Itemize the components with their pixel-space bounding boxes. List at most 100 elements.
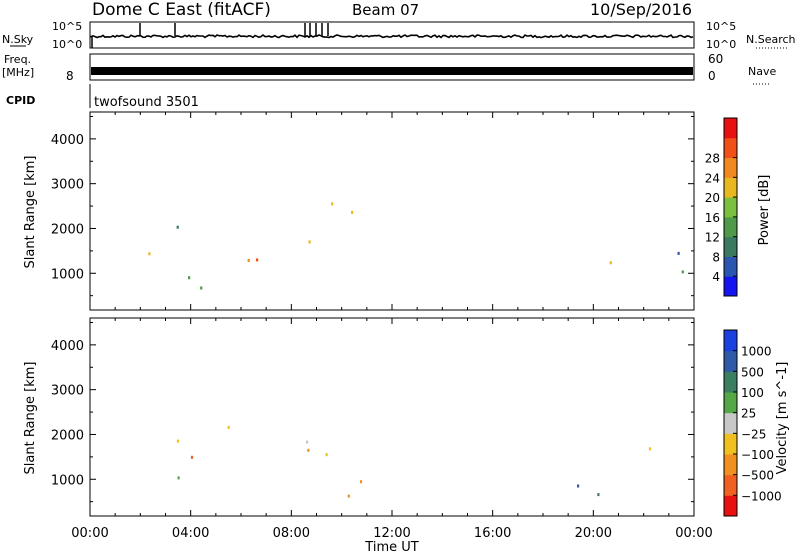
velocity-colorbar-tick-label: −1000: [741, 489, 782, 503]
freq-trace: [91, 67, 693, 75]
beam-label: Beam 07: [352, 1, 419, 19]
y-tick-label: 2000: [51, 222, 84, 237]
freq-left-tick: 8: [66, 69, 74, 83]
time-tick-label: 20:00: [575, 526, 612, 541]
velocity-echo-cell: [177, 476, 180, 480]
colorbar-swatch: [724, 177, 737, 198]
power-echo-cell: [308, 240, 311, 244]
power-colorbar-label: Power [dB]: [757, 175, 772, 246]
nsky-label: N.Sky: [2, 33, 34, 46]
power-echo-cell: [331, 202, 334, 206]
nsky-left-tick-top: 10^5: [52, 20, 82, 33]
time-tick-label: 08:00: [273, 526, 310, 541]
power-panel: 1000 2000 3000 4000 Slant Range [km] 4 8 12 16…: [23, 111, 772, 311]
velocity-echo-cell: [359, 480, 363, 484]
velocity-x-ticks: [89, 318, 695, 516]
cpid-label: CPID: [6, 94, 35, 107]
y-tick-label: 4000: [51, 339, 84, 354]
power-colorbar-tick-label: 16: [705, 211, 720, 225]
velocity-echo-cell: [347, 494, 350, 498]
y-tick-label: 3000: [51, 384, 84, 399]
power-colorbar-tick-label: 24: [705, 171, 720, 185]
velocity-echo-cell: [577, 484, 580, 488]
power-y-axis-label: Slant Range [km]: [23, 156, 38, 269]
colorbar-swatch: [724, 118, 737, 139]
power-colorbar-tick-label: 28: [705, 152, 720, 166]
colorbar-swatch: [724, 276, 737, 297]
velocity-echo-cell: [306, 440, 309, 444]
power-echo-cell: [256, 258, 259, 262]
velocity-plot-frame: [89, 317, 695, 517]
colorbar-frame: [723, 117, 738, 297]
time-tick-label: 00:00: [675, 526, 712, 541]
time-tick-label: 12:00: [373, 526, 410, 541]
velocity-echo-cell: [176, 439, 180, 443]
colorbar-swatch: [724, 197, 737, 218]
freq-right-tick-bottom: 0: [708, 69, 716, 83]
velocity-echo-cell: [190, 455, 194, 459]
colorbar-swatch: [724, 330, 737, 352]
freq-label-line1: Freq.: [4, 53, 31, 66]
nsky-right-tick-bottom: 10^0: [706, 38, 736, 51]
power-x-ticks: [89, 112, 695, 310]
power-echo-cell: [681, 270, 684, 274]
power-y-ticks: 1000 2000 3000 4000: [51, 115, 694, 297]
colorbar-swatch: [724, 474, 737, 496]
power-echo-cell: [351, 210, 354, 214]
cpid-panel: CPID twofsound 3501: [6, 84, 199, 110]
colorbar-swatch: [724, 137, 737, 159]
nsky-trace: [90, 23, 694, 48]
colorbar-swatch: [724, 454, 737, 476]
velocity-colorbar-tick-label: 1000: [741, 345, 772, 359]
colorbar-swatch: [724, 236, 737, 257]
colorbar-swatch: [724, 216, 737, 238]
power-colorbar-tick-label: 12: [705, 231, 720, 245]
colorbar-swatch: [724, 412, 737, 434]
freq-panel: Freq. [MHz] 8 60 0 Nave: [2, 52, 776, 85]
time-tick-label: 00:00: [71, 526, 108, 541]
power-colorbar: 4 8 12 16 20 24 28: [705, 117, 738, 297]
power-echo-cell: [609, 261, 612, 265]
y-tick-label: 1000: [51, 267, 84, 282]
power-echo-cell: [200, 286, 203, 290]
velocity-panel: 1000 2000 3000 4000 Slant Range [km] 1000 50…: [23, 317, 790, 517]
freq-right-tick-top: 60: [708, 52, 723, 66]
power-plot-frame: [89, 111, 695, 311]
velocity-echo-cell: [307, 448, 310, 452]
colorbar-swatch: [724, 256, 737, 277]
figure-title: Dome C East (fitACF): [92, 0, 271, 20]
nsky-panel: N.Sky 10^5 10^0 10^5 10^0 N.Search: [2, 20, 796, 51]
velocity-echo-cell: [227, 425, 230, 429]
nsky-right-tick-top: 10^5: [706, 20, 736, 33]
time-tick-label: 04:00: [172, 526, 209, 541]
velocity-echo-cells: [176, 425, 652, 498]
power-echo-cell: [188, 276, 191, 280]
power-colorbar-tick-label: 8: [712, 250, 720, 264]
y-tick-label: 3000: [51, 178, 84, 193]
velocity-y-axis-label: Slant Range [km]: [23, 362, 38, 475]
velocity-colorbar-tick-label: −100: [741, 448, 774, 462]
date-label: 10/Sep/2016: [590, 0, 692, 19]
nsearch-label: N.Search: [746, 33, 796, 46]
nsky-line: [90, 33, 694, 39]
y-tick-label: 1000: [51, 473, 84, 488]
time-tick-label: 16:00: [474, 526, 511, 541]
velocity-echo-cell: [325, 453, 328, 457]
time-axis-title: Time UT: [364, 540, 418, 554]
velocity-echo-cell: [648, 447, 652, 451]
power-echo-cell: [148, 252, 151, 256]
power-colorbar-tick-label: 4: [712, 270, 720, 284]
colorbar-swatch: [724, 495, 737, 517]
nsky-panel-frame: [89, 21, 695, 49]
freq-label-line2: [MHz]: [2, 66, 34, 79]
power-echo-cell: [247, 259, 250, 262]
velocity-y-ticks: 1000 2000 3000 4000: [51, 321, 694, 503]
power-echo-cell: [176, 225, 179, 229]
velocity-colorbar-tick-label: −500: [741, 469, 774, 483]
velocity-echo-cell: [597, 493, 600, 497]
power-echo-cell: [677, 251, 680, 255]
velocity-colorbar-tick-label: 500: [741, 365, 764, 379]
cpid-value: twofsound 3501: [94, 95, 199, 110]
nave-label: Nave: [748, 65, 776, 78]
y-tick-label: 4000: [51, 133, 84, 148]
